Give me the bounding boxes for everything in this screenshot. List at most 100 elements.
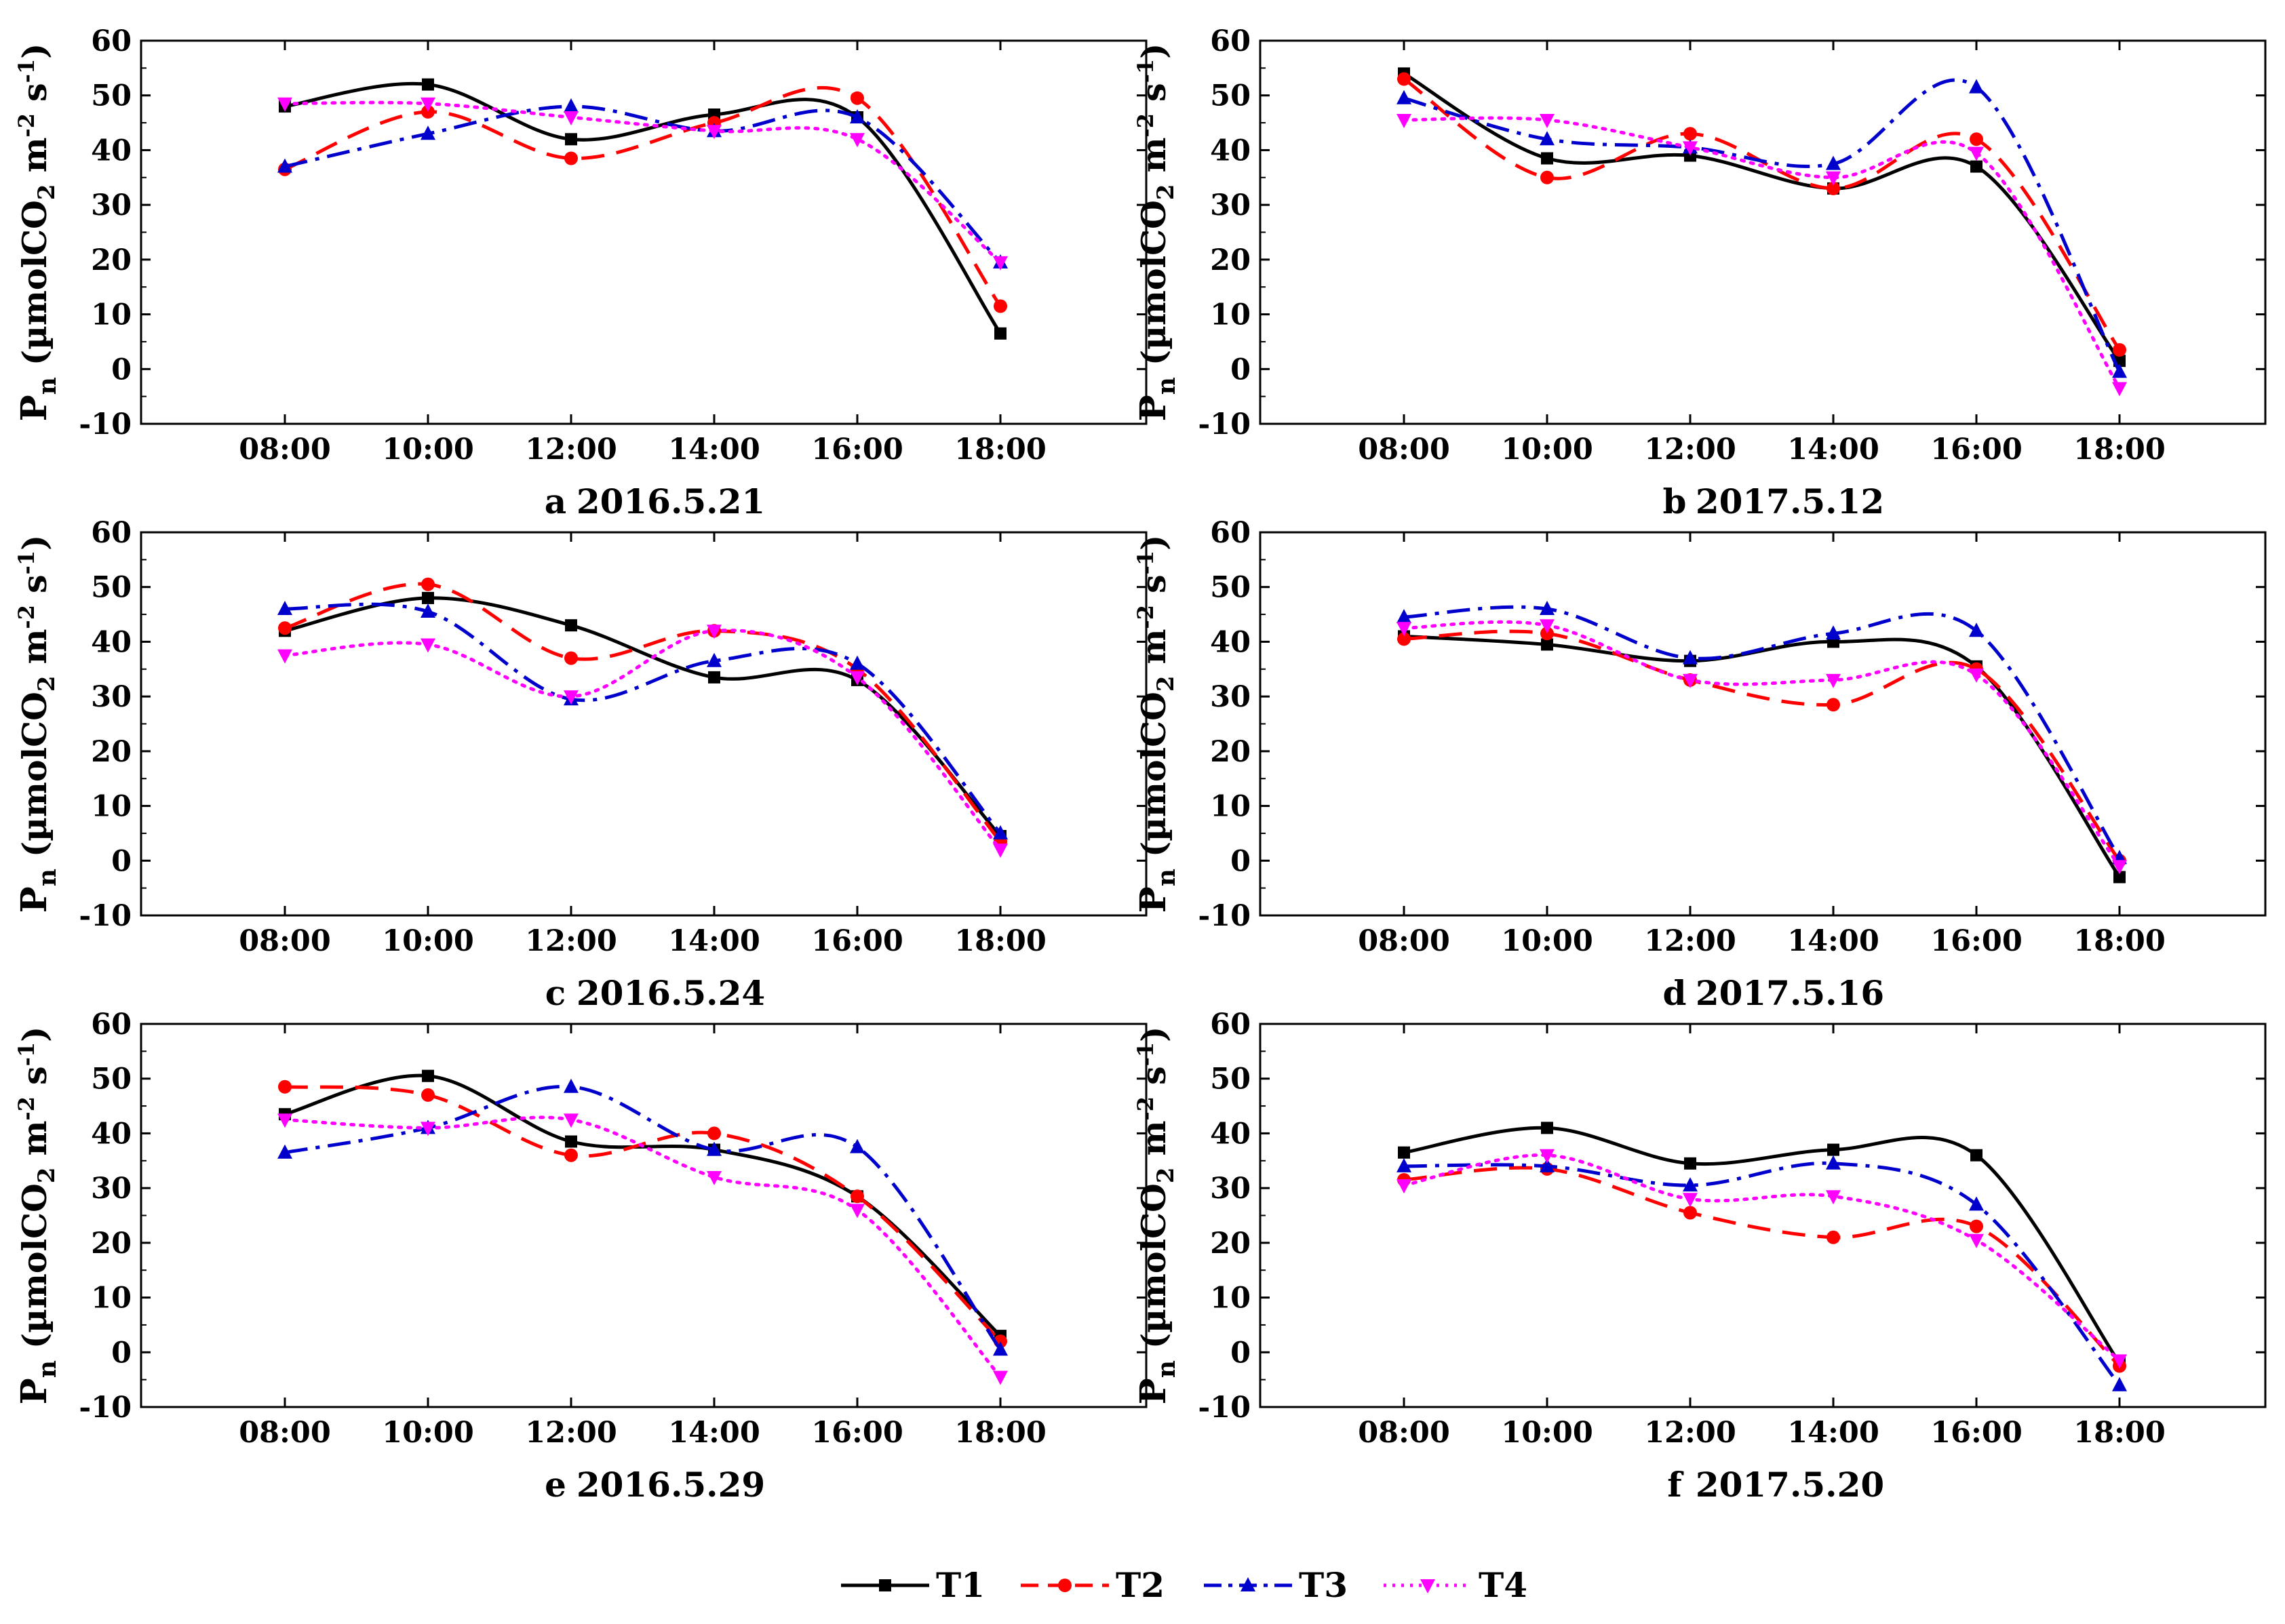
x-tick-label: 08:00 xyxy=(239,433,331,467)
data-point-T3 xyxy=(277,1144,292,1159)
y-tick-label: -10 xyxy=(79,899,132,933)
data-point-T2 xyxy=(421,1088,435,1102)
data-point-T1 xyxy=(1970,160,1983,173)
x-tick-label: 14:00 xyxy=(1787,924,1879,958)
series-line-T2 xyxy=(1403,629,2122,862)
panels: 60 50 40 30 20 10 0 -10 08:00 10:00 12:00 14:00 16:0… xyxy=(14,24,2267,1505)
series-line-T3 xyxy=(1403,605,2122,859)
panel-letter: d xyxy=(1663,973,1687,1013)
data-point-T4 xyxy=(564,1113,579,1128)
series-line-T4 xyxy=(283,100,1002,264)
panel-date: 2016.5.21 xyxy=(577,481,765,521)
x-tick-label: 10:00 xyxy=(1501,1416,1593,1450)
data-point-T2 xyxy=(278,1080,292,1094)
series-line-T4 xyxy=(1402,620,2122,868)
series-line-T1 xyxy=(284,1073,1002,1337)
data-point-T2 xyxy=(1540,627,1554,641)
data-point-T2 xyxy=(564,151,578,165)
legend-label: T2 xyxy=(1116,1565,1165,1605)
data-point-T1 xyxy=(1398,1146,1410,1159)
data-point-T2 xyxy=(851,1189,864,1204)
panel-b: 60 50 40 30 20 10 0 -10 08:00 10:00 12:00 14:00 16:0… xyxy=(1133,24,2267,521)
panel-date: 2016.5.29 xyxy=(577,1465,765,1505)
x-tick-label: 10:00 xyxy=(1501,924,1593,958)
series-T3 xyxy=(277,601,1008,839)
series-T3 xyxy=(277,98,1008,269)
y-tick-label: 40 xyxy=(91,134,132,167)
data-point-T3 xyxy=(1683,1177,1698,1192)
y-tick-label: 60 xyxy=(91,516,132,550)
x-tick-label: 12:00 xyxy=(525,433,617,467)
data-point-T2 xyxy=(421,577,435,591)
data-point-T2 xyxy=(1540,170,1554,184)
series-T2 xyxy=(1397,627,2126,868)
series-T1 xyxy=(1398,630,2126,884)
y-tick-label: 60 xyxy=(91,1008,132,1042)
series-T4 xyxy=(277,625,1008,858)
data-point-T4 xyxy=(277,649,292,664)
y-tick-label: 30 xyxy=(1210,1172,1251,1206)
data-point-T3 xyxy=(1969,1196,1984,1211)
panel-e: 60 50 40 30 20 10 0 -10 08:00 10:00 12:00 14:00 16:0… xyxy=(14,1008,1148,1505)
data-point-T1 xyxy=(565,133,577,146)
data-point-T4 xyxy=(850,671,865,686)
series-line-T4 xyxy=(283,629,1002,852)
x-tick-label: 08:00 xyxy=(239,924,331,958)
panel-letter: b xyxy=(1663,481,1687,521)
panel-date: 2017.5.20 xyxy=(1696,1465,1884,1505)
panel-letter: e xyxy=(545,1465,566,1505)
y-tick-label: -10 xyxy=(1198,408,1251,441)
data-point-T4 xyxy=(993,1370,1008,1385)
series-T4 xyxy=(1397,619,2127,875)
data-point-T3 xyxy=(421,125,435,140)
legend-marker xyxy=(1420,1579,1435,1593)
y-tick-label: 20 xyxy=(1210,735,1251,769)
data-point-T1 xyxy=(1970,1149,1983,1162)
data-point-T1 xyxy=(422,1069,434,1082)
y-axis-label: Pn (µmolCO2 m-2 s-1) xyxy=(14,1027,62,1405)
data-point-T4 xyxy=(1826,171,1841,186)
series-line-T2 xyxy=(284,582,1002,843)
data-point-T1 xyxy=(1541,152,1553,165)
data-point-T1 xyxy=(1827,1143,1839,1156)
y-tick-label: 50 xyxy=(91,1063,132,1096)
data-point-T3 xyxy=(1397,1157,1411,1172)
data-point-T1 xyxy=(565,1135,577,1148)
data-point-T2 xyxy=(1970,1219,1983,1233)
x-tick-label: 14:00 xyxy=(668,924,760,958)
x-tick-label: 16:00 xyxy=(1930,433,2023,467)
data-point-T4 xyxy=(2112,382,2127,397)
data-point-T4 xyxy=(707,125,722,140)
panel-letter: f xyxy=(1667,1465,1684,1505)
data-point-T3 xyxy=(850,655,865,670)
y-tick-label: 10 xyxy=(1210,1282,1251,1315)
data-point-T3 xyxy=(850,109,865,123)
data-point-T3 xyxy=(1540,601,1555,615)
data-point-T2 xyxy=(851,91,864,105)
y-tick-label: 30 xyxy=(1210,680,1251,714)
series-line-T1 xyxy=(1403,72,2122,362)
data-point-T2 xyxy=(707,1126,721,1141)
data-point-T4 xyxy=(1683,141,1698,156)
data-point-T3 xyxy=(2112,363,2127,378)
data-point-T4 xyxy=(421,1122,435,1136)
data-point-T2 xyxy=(1827,698,1840,712)
x-tick-label: 18:00 xyxy=(954,1416,1047,1450)
legend-label: T3 xyxy=(1299,1565,1348,1605)
panel-date: 2016.5.24 xyxy=(577,973,765,1013)
y-tick-label: 20 xyxy=(1210,1227,1251,1261)
y-tick-label: 60 xyxy=(1210,1008,1251,1042)
data-point-T3 xyxy=(1826,155,1841,170)
y-tick-label: 60 xyxy=(91,24,132,58)
panel-letter: c xyxy=(545,973,566,1013)
data-point-T1 xyxy=(1541,638,1553,651)
data-point-T2 xyxy=(1683,127,1697,141)
x-tick-label: 10:00 xyxy=(382,924,474,958)
data-point-T3 xyxy=(1969,622,1984,637)
legend-entry-T1: T1 xyxy=(841,1565,985,1605)
data-point-T3 xyxy=(1826,625,1841,640)
data-point-T4 xyxy=(1826,1190,1841,1205)
legend: T1 T2 T3 T4 xyxy=(841,1565,1527,1605)
x-tick-label: 16:00 xyxy=(811,924,903,958)
y-axis-label: Pn (µmolCO2 m-2 s-1) xyxy=(1133,1027,1181,1405)
